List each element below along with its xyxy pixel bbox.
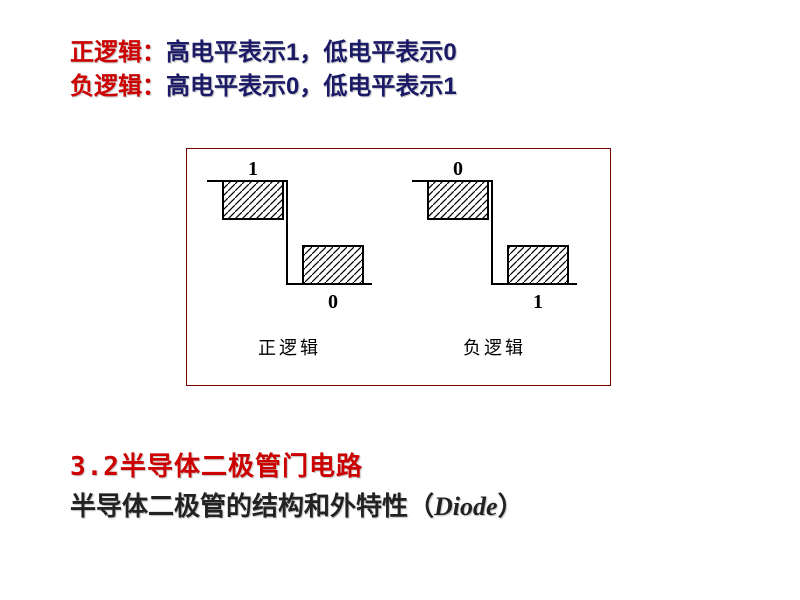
line1-body: 高电平表示1，低电平表示0 xyxy=(166,39,457,66)
svg-text:负逻辑: 负逻辑 xyxy=(463,338,526,358)
definition-line-2: 负逻辑：高电平表示0，低电平表示1 xyxy=(70,66,457,101)
svg-text:1: 1 xyxy=(248,158,258,180)
section-subtitle: 半导体二极管的结构和外特性（Diode） xyxy=(70,487,524,526)
section-heading: 3.2半导体二极管门电路 半导体二极管的结构和外特性（Diode） xyxy=(70,448,524,526)
section-sub-pre: 半导体二极管的结构和外特性（ xyxy=(70,491,434,521)
line1-label: 正逻辑： xyxy=(70,39,166,66)
section-number-title: 3.2半导体二极管门电路 xyxy=(70,448,524,487)
svg-text:0: 0 xyxy=(328,291,338,313)
logic-diagram-svg: 1 0 正逻辑 0 1 负逻辑 xyxy=(187,149,612,387)
svg-text:正逻辑: 正逻辑 xyxy=(258,338,321,358)
line2-body: 高电平表示0，低电平表示1 xyxy=(166,73,457,100)
svg-text:0: 0 xyxy=(453,158,463,180)
section-sub-italic: Diode xyxy=(434,492,498,521)
logic-diagram-frame: 1 0 正逻辑 0 1 负逻辑 xyxy=(186,148,611,386)
svg-text:1: 1 xyxy=(533,291,543,313)
section-sub-post: ） xyxy=(498,491,524,521)
definition-line-1: 正逻辑：高电平表示1，低电平表示0 xyxy=(70,32,457,67)
line2-label: 负逻辑： xyxy=(70,73,166,100)
